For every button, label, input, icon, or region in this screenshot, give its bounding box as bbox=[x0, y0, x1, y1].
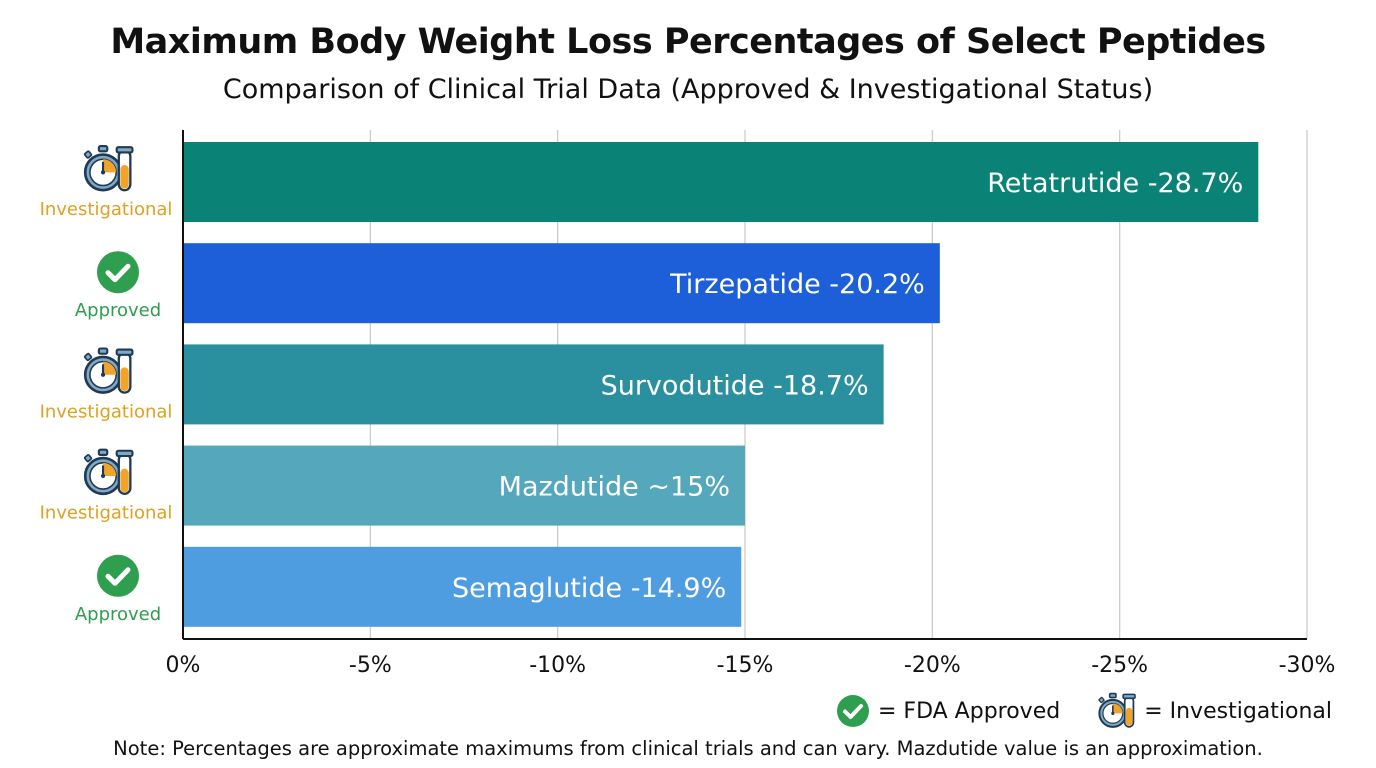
status-label: Investigational bbox=[40, 199, 173, 220]
legend-investigational-label: = Investigational bbox=[1144, 698, 1332, 724]
bar-data-label: Survodutide -18.7% bbox=[601, 370, 869, 401]
status-label: Investigational bbox=[40, 401, 173, 422]
check-circle-icon bbox=[97, 251, 139, 294]
x-tick-label: -5% bbox=[349, 653, 392, 678]
x-tick-label: -20% bbox=[904, 653, 961, 678]
legend-approved-label: = FDA Approved bbox=[878, 698, 1061, 724]
stopwatch-test-tube-icon bbox=[83, 347, 134, 394]
bar-tirzepatide bbox=[184, 243, 940, 324]
stopwatch-test-tube-icon bbox=[83, 448, 134, 496]
stopwatch-test-tube-icon bbox=[83, 144, 134, 192]
bar-retatrutide bbox=[184, 142, 1259, 222]
check-circle-icon bbox=[837, 695, 869, 727]
legend: = FDA Approved = Investigational bbox=[836, 692, 1332, 730]
status-label: Investigational bbox=[40, 503, 173, 524]
bar-mazdutide bbox=[184, 445, 745, 526]
bar-data-label: Semaglutide -14.9% bbox=[452, 573, 726, 604]
chart-subtitle: Comparison of Clinical Trial Data (Appro… bbox=[222, 74, 1154, 105]
x-tick-label: -30% bbox=[1279, 653, 1336, 678]
bar-semaglutide bbox=[184, 546, 742, 627]
status-label: Approved bbox=[75, 300, 161, 321]
bar-data-label: Retatrutide -28.7% bbox=[987, 168, 1243, 199]
x-tick-label: -15% bbox=[717, 653, 774, 678]
chart-title: Maximum Body Weight Loss Percentages of … bbox=[110, 22, 1266, 62]
check-circle-icon bbox=[97, 554, 139, 597]
chart-note: Note: Percentages are approximate maximu… bbox=[113, 737, 1263, 760]
bar-survodutide bbox=[184, 344, 884, 425]
status-label: Approved bbox=[75, 604, 161, 625]
x-tick-label: -25% bbox=[1091, 653, 1148, 678]
stopwatch-test-tube-icon bbox=[1097, 692, 1137, 728]
bar-data-label: Mazdutide ~15% bbox=[499, 472, 730, 503]
x-tick-label: 0% bbox=[166, 653, 201, 678]
x-tick-label: -10% bbox=[529, 653, 586, 678]
bar-data-label: Tirzepatide -20.2% bbox=[669, 269, 925, 300]
